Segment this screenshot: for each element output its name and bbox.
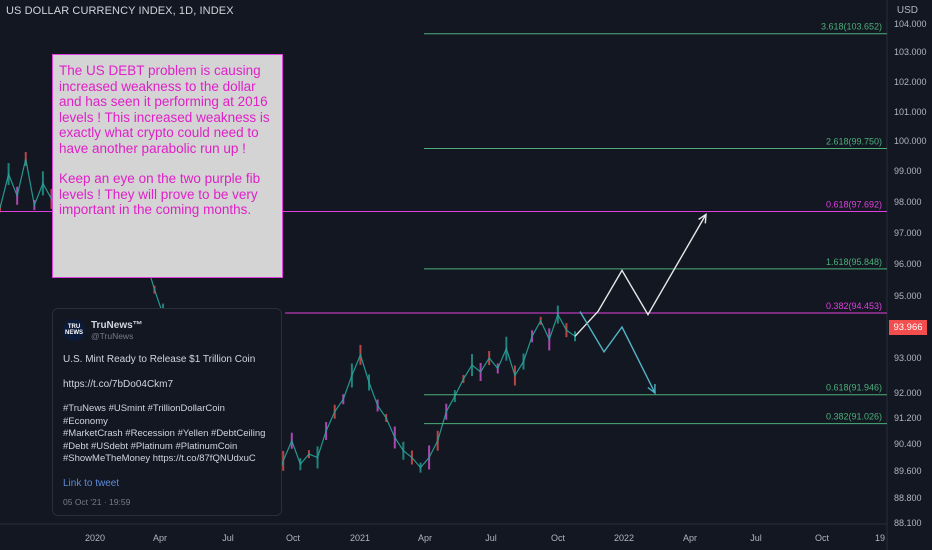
x-tick-label: Oct <box>286 533 301 543</box>
bullish-projection-arrow <box>574 214 707 337</box>
tweet-headline: U.S. Mint Ready to Release $1 Trillion C… <box>63 354 256 365</box>
tweet-hashtag-line: #TruNews #USmint #TrillionDollarCoin #Ec… <box>63 403 225 427</box>
avatar: TRU NEWS <box>63 319 85 341</box>
y-tick-label: 97.000 <box>894 228 922 238</box>
x-tick-label: 19 <box>875 533 885 543</box>
y-tick-label: 91.200 <box>894 413 922 423</box>
tweet-hashtag-line: #MarketCrash #Recession #Yellen #DebtCei… <box>63 428 266 439</box>
x-tick-label: 2022 <box>614 533 634 543</box>
bearish-projection-arrow <box>579 311 656 394</box>
annotation-paragraph-1: The US DEBT problem is causing increased… <box>59 63 270 156</box>
x-tick-label: 2021 <box>350 533 370 543</box>
fib-level-label: 0.382(91.026) <box>826 412 882 422</box>
y-tick-label: 95.000 <box>894 291 922 301</box>
y-tick-label: 100.000 <box>894 136 927 146</box>
fib-level-label: 0.618(97.692) <box>826 200 882 210</box>
y-tick-label: 93.000 <box>894 353 922 363</box>
y-tick-label: 88.800 <box>894 493 922 503</box>
tweet-author-name: TruNews™ <box>91 319 143 331</box>
y-tick-label: 92.000 <box>894 388 922 398</box>
x-tick-label: Apr <box>683 533 697 543</box>
tweet-hashtags: #TruNews #USmint #TrillionDollarCoin #Ec… <box>63 403 271 466</box>
tweet-date: 05 Oct '21 · 19:59 <box>63 496 131 507</box>
y-tick-label: 104.000 <box>894 19 927 29</box>
x-tick-label: Oct <box>551 533 566 543</box>
tweet-url[interactable]: https://t.co/7bDo04Ckm7 <box>63 379 174 390</box>
annotation-paragraph-2: Keep an eye on the two purple fib levels… <box>59 171 261 217</box>
tweet-header: TRU NEWS TruNews™ @TruNews <box>63 319 271 341</box>
currency-label: USD <box>896 5 918 16</box>
y-tick-label: 96.000 <box>894 259 922 269</box>
fib-level-label: 3.618(103.652) <box>821 22 882 32</box>
fib-level-label: 0.618(91.946) <box>826 383 882 393</box>
x-tick-label: Apr <box>153 533 167 543</box>
y-tick-label: 101.000 <box>894 107 927 117</box>
x-tick-label: Jul <box>485 533 497 543</box>
tweet-author-handle: @TruNews <box>91 330 134 341</box>
bullish-projection-arrow-head <box>698 213 707 224</box>
bearish-projection-arrow-head <box>647 383 656 395</box>
fib-level-label: 0.382(94.453) <box>826 301 882 311</box>
tweet-hashtag-line: #Debt #USdebt #Platinum #PlatinumCoin <box>63 440 238 452</box>
last-price-tag: 93.966 <box>889 320 927 335</box>
x-tick-label: Oct <box>815 533 830 543</box>
y-tick-label: 89.600 <box>894 466 922 476</box>
annotation-note[interactable]: The US DEBT problem is causing increased… <box>52 54 283 278</box>
x-tick-label: Apr <box>418 533 432 543</box>
y-tick-label: 88.100 <box>894 518 922 528</box>
tweet-hashtag-line: #ShowMeTheMoney https://t.co/87fQNUdxuC <box>63 453 256 464</box>
fib-level-label: 1.618(95.848) <box>826 257 882 267</box>
y-tick-label: 99.000 <box>894 166 922 176</box>
y-tick-label: 90.400 <box>894 439 922 449</box>
tweet-card[interactable]: TRU NEWS TruNews™ @TruNews U.S. Mint Rea… <box>52 308 282 516</box>
y-tick-label: 98.000 <box>894 197 922 207</box>
x-tick-label: Jul <box>222 533 234 543</box>
fib-level-label: 2.618(99.750) <box>826 137 882 147</box>
x-tick-label: Jul <box>750 533 762 543</box>
y-tick-label: 102.000 <box>894 77 927 87</box>
y-tick-label: 103.000 <box>894 47 927 57</box>
x-tick-label: 2020 <box>85 533 105 543</box>
link-to-tweet[interactable]: Link to tweet <box>63 477 120 489</box>
chart-title: US DOLLAR CURRENCY INDEX, 1D, INDEX <box>6 5 234 17</box>
